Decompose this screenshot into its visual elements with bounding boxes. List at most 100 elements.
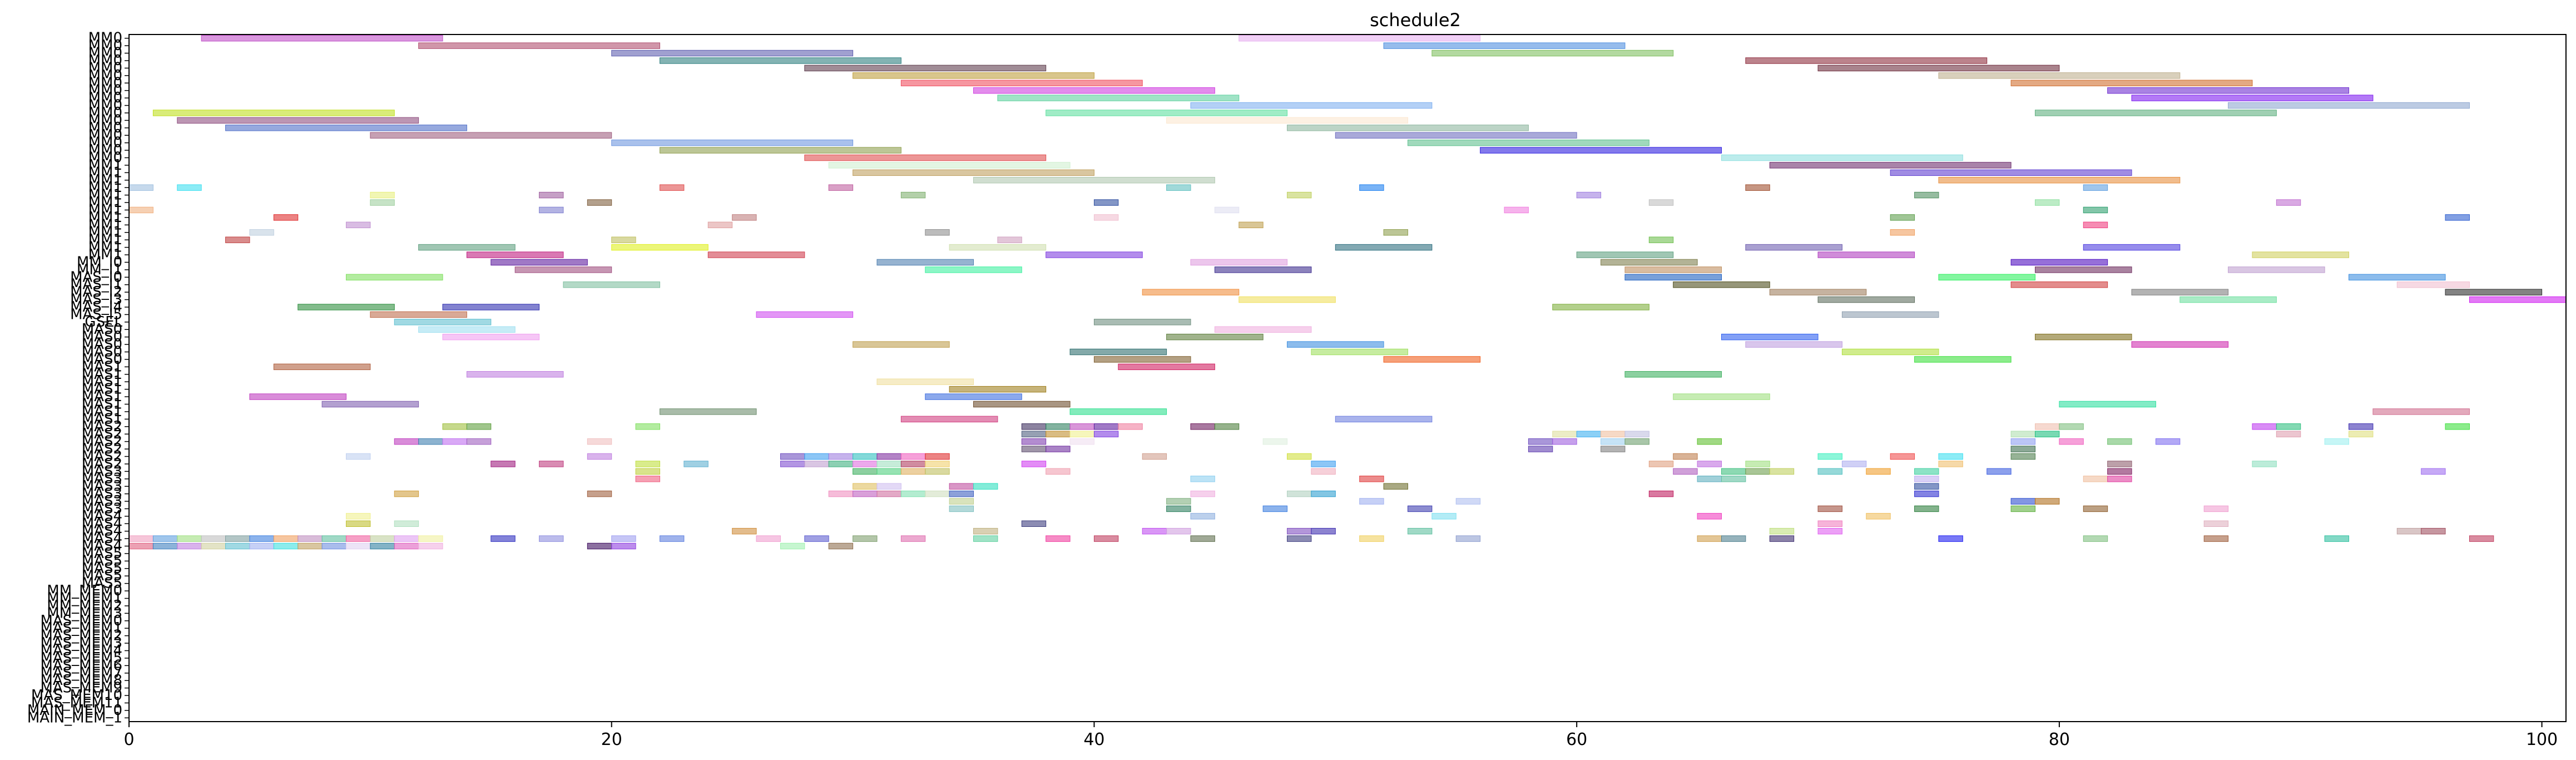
task-bar — [418, 535, 443, 542]
y-tick-label: GSEL — [85, 314, 122, 330]
task-bar — [1745, 341, 1842, 348]
y-tick-label: MM1 — [88, 231, 122, 248]
task-bar — [925, 468, 950, 475]
task-bar — [1166, 333, 1264, 340]
task-bar — [611, 236, 636, 243]
task-bar — [587, 490, 612, 497]
x-tick-label: 80 — [2049, 730, 2070, 749]
task-bar — [1938, 535, 1963, 542]
task-bar — [2252, 423, 2277, 430]
task-bar — [1576, 431, 1602, 437]
task-bar — [1938, 72, 2181, 79]
task-bar — [1383, 483, 1408, 490]
y-tick-label: MAS_I2 — [70, 284, 122, 300]
task-bar — [1601, 431, 1626, 437]
y-tick-label: MAS_MEM0 — [40, 613, 122, 629]
task-bar — [539, 191, 564, 199]
task-bar — [1601, 446, 1626, 452]
task-bar — [1817, 468, 1842, 475]
y-tick-label: MM_MEM3 — [47, 605, 122, 621]
task-bar — [1093, 423, 1119, 430]
task-bar — [345, 520, 371, 527]
task-bar — [1528, 438, 1553, 445]
task-bar — [1769, 162, 2012, 169]
task-bar — [1093, 535, 1119, 542]
y-tick-label: MAS3 — [82, 493, 122, 510]
task-bar — [1624, 267, 1722, 273]
task-bar — [1142, 527, 1167, 535]
task-bar — [1817, 520, 1842, 527]
task-bar — [2083, 505, 2108, 512]
x-tick-label: 40 — [1083, 730, 1104, 749]
task-bar — [273, 542, 299, 550]
task-bar — [298, 542, 323, 550]
task-bar — [611, 139, 854, 146]
task-bar — [1624, 438, 1649, 445]
task-bar — [128, 206, 153, 214]
task-bar — [1407, 139, 1649, 146]
task-bar — [853, 169, 1094, 176]
task-bar — [1673, 468, 1698, 475]
task-bar — [1552, 438, 1577, 445]
task-bar — [128, 184, 153, 191]
task-bar — [2035, 333, 2132, 340]
task-bar — [756, 311, 854, 318]
task-bar — [1021, 446, 1047, 452]
task-bar — [1745, 57, 1988, 64]
task-bar — [1914, 468, 1939, 475]
task-bar — [1190, 423, 1215, 430]
task-bar — [611, 542, 636, 550]
y-tick-label: MM_MEM2 — [47, 598, 122, 614]
y-tick-label: MAS_MEM8 — [40, 672, 122, 689]
task-bar — [539, 461, 564, 467]
task-bar — [321, 401, 419, 408]
task-bar — [1190, 102, 1433, 109]
task-bar — [804, 65, 1047, 72]
task-bar — [1601, 259, 1698, 266]
y-tick-label: MM0 — [88, 67, 122, 84]
task-bar — [1624, 274, 1722, 281]
y-tick-label: MAIN_MEM_0 — [27, 702, 122, 719]
task-bar — [732, 214, 757, 221]
task-bar — [2035, 498, 2060, 505]
task-bar — [2203, 505, 2229, 512]
y-tick-label: MM0 — [88, 90, 122, 106]
task-bar — [900, 191, 926, 199]
task-bar — [780, 542, 805, 550]
task-bar — [1648, 490, 1674, 497]
task-bar — [1769, 289, 1867, 295]
task-bar — [1287, 125, 1529, 131]
task-bar — [1093, 431, 1119, 437]
task-bar — [2035, 267, 2132, 273]
task-bar — [2010, 453, 2036, 460]
task-bar — [2083, 184, 2108, 191]
task-bar — [1287, 341, 1384, 348]
task-bar — [1624, 371, 1722, 378]
task-bar — [418, 542, 443, 550]
task-bar — [152, 542, 178, 550]
task-bar — [177, 535, 202, 542]
task-bar — [1769, 535, 1795, 542]
task-bar — [491, 259, 588, 266]
task-bar — [201, 34, 443, 42]
task-bar — [249, 535, 274, 542]
task-bar — [2107, 438, 2132, 445]
y-tick-label: MAS0 — [82, 344, 122, 361]
y-tick-label: MM0 — [88, 97, 122, 114]
task-bar — [1190, 513, 1215, 520]
task-bar — [321, 542, 346, 550]
task-bar — [1745, 461, 1770, 467]
task-bar — [1069, 423, 1094, 430]
task-bar — [1046, 423, 1071, 430]
task-bar — [1745, 468, 1770, 475]
task-bar — [853, 341, 950, 348]
y-tick-label: MAS5 — [82, 567, 122, 584]
y-tick-label: MAS0 — [82, 351, 122, 368]
task-bar — [1383, 42, 1626, 49]
task-bar — [804, 535, 829, 542]
task-bar — [466, 423, 492, 430]
task-bar — [1769, 527, 1795, 535]
task-bar — [2035, 199, 2060, 206]
task-bar — [925, 453, 950, 460]
task-bar — [2179, 296, 2277, 303]
